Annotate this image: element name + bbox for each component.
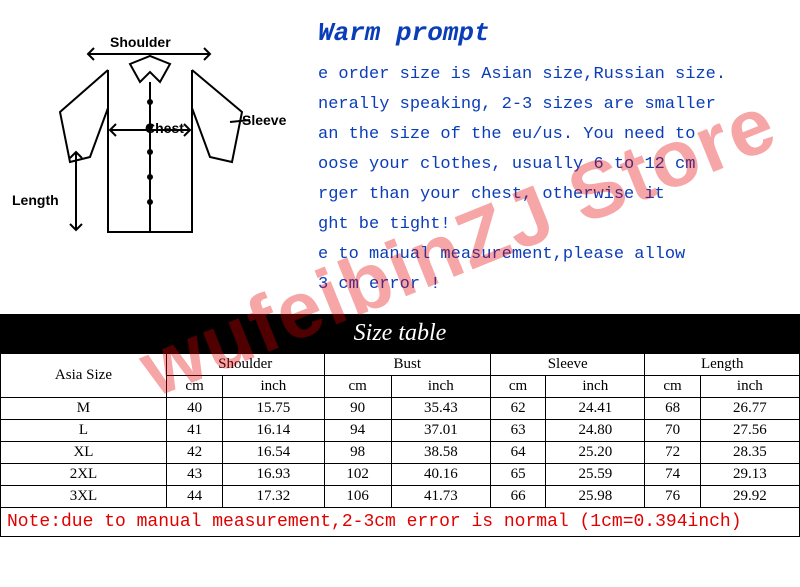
cell: 64: [490, 442, 545, 464]
label-length: Length: [12, 192, 59, 208]
table-row: 2XL4316.9310240.166525.597429.13: [1, 464, 800, 486]
label-shoulder: Shoulder: [110, 34, 171, 50]
prompt-line: rger than your chest, otherwise it: [318, 180, 790, 210]
unit: cm: [324, 376, 391, 398]
cell: XL: [1, 442, 167, 464]
prompt-line: e order size is Asian size,Russian size.: [318, 60, 790, 90]
prompt-line: 3 cm error !: [318, 270, 790, 300]
cell: 41.73: [391, 486, 490, 508]
unit: inch: [223, 376, 324, 398]
cell: 16.93: [223, 464, 324, 486]
cell: 26.77: [700, 398, 799, 420]
table-row: 3XL4417.3210641.736625.987629.92: [1, 486, 800, 508]
cell: 25.98: [546, 486, 645, 508]
col-group: Length: [645, 354, 800, 376]
cell: 25.20: [546, 442, 645, 464]
cell: 70: [645, 420, 700, 442]
cell: 29.92: [700, 486, 799, 508]
cell: 38.58: [391, 442, 490, 464]
unit: cm: [490, 376, 545, 398]
note: Note:due to manual measurement,2-3cm err…: [0, 508, 800, 537]
table-row: M4015.759035.436224.416826.77: [1, 398, 800, 420]
cell: 15.75: [223, 398, 324, 420]
label-sleeve: Sleeve: [242, 112, 286, 128]
cell: 76: [645, 486, 700, 508]
prompt-line: oose your clothes, usually 6 to 12 cm: [318, 150, 790, 180]
cell: 66: [490, 486, 545, 508]
cell: 3XL: [1, 486, 167, 508]
cell: 24.80: [546, 420, 645, 442]
cell: 102: [324, 464, 391, 486]
cell: 40: [166, 398, 222, 420]
unit: cm: [166, 376, 222, 398]
cell: 40.16: [391, 464, 490, 486]
cell: 43: [166, 464, 222, 486]
unit: cm: [645, 376, 700, 398]
col-group: Bust: [324, 354, 490, 376]
size-table: Asia Size Shoulder Bust Sleeve Length cm…: [0, 353, 800, 508]
table-header-groups: Asia Size Shoulder Bust Sleeve Length: [1, 354, 800, 376]
cell: 16.14: [223, 420, 324, 442]
cell: 17.32: [223, 486, 324, 508]
cell: 62: [490, 398, 545, 420]
cell: 98: [324, 442, 391, 464]
cell: 16.54: [223, 442, 324, 464]
cell: 94: [324, 420, 391, 442]
size-table-title: Size table: [0, 314, 800, 353]
cell: 42: [166, 442, 222, 464]
cell: 90: [324, 398, 391, 420]
table-row: L4116.149437.016324.807027.56: [1, 420, 800, 442]
cell: 74: [645, 464, 700, 486]
unit: inch: [391, 376, 490, 398]
cell: 27.56: [700, 420, 799, 442]
cell: 44: [166, 486, 222, 508]
prompt-line: e to manual measurement,please allow: [318, 240, 790, 270]
cell: 29.13: [700, 464, 799, 486]
col-group: Sleeve: [490, 354, 645, 376]
col-size: Asia Size: [1, 354, 167, 398]
unit: inch: [700, 376, 799, 398]
prompt-line: nerally speaking, 2-3 sizes are smaller: [318, 90, 790, 120]
cell: M: [1, 398, 167, 420]
shirt-diagram: Shoulder Sleeve Chest Length: [10, 12, 310, 252]
table-row: XL4216.549838.586425.207228.35: [1, 442, 800, 464]
col-group: Shoulder: [166, 354, 324, 376]
cell: 2XL: [1, 464, 167, 486]
cell: 68: [645, 398, 700, 420]
prompt-line: ght be tight!: [318, 210, 790, 240]
unit: inch: [546, 376, 645, 398]
cell: 63: [490, 420, 545, 442]
cell: 65: [490, 464, 545, 486]
prompt-line: an the size of the eu/us. You need to: [318, 120, 790, 150]
cell: 25.59: [546, 464, 645, 486]
cell: 35.43: [391, 398, 490, 420]
label-chest: Chest: [145, 120, 184, 136]
cell: L: [1, 420, 167, 442]
cell: 28.35: [700, 442, 799, 464]
prompt-title: Warm prompt: [318, 18, 790, 48]
warm-prompt: Warm prompt e order size is Asian size,R…: [310, 12, 790, 300]
cell: 106: [324, 486, 391, 508]
cell: 72: [645, 442, 700, 464]
cell: 37.01: [391, 420, 490, 442]
cell: 41: [166, 420, 222, 442]
cell: 24.41: [546, 398, 645, 420]
